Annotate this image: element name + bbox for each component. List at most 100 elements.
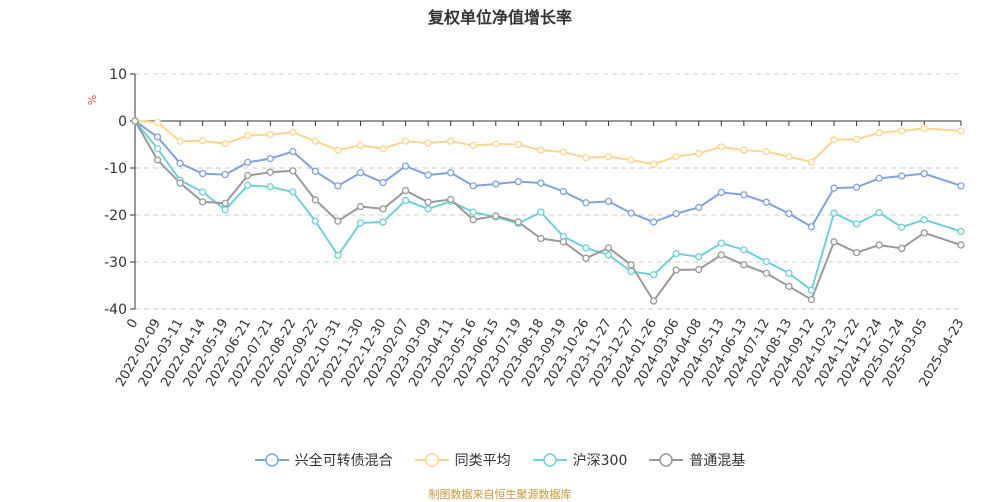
y-tick-label: -40 — [104, 302, 127, 318]
data-point — [785, 209, 793, 218]
data-point — [559, 187, 568, 196]
data-point — [244, 181, 252, 190]
data-point — [153, 133, 162, 141]
data-point — [898, 244, 906, 253]
data-point — [920, 169, 928, 178]
series-line — [134, 120, 962, 292]
data-point — [131, 117, 139, 125]
data-point — [785, 282, 793, 291]
data-point — [289, 128, 297, 136]
data-point — [356, 169, 365, 177]
y-tick-label: -20 — [104, 208, 127, 224]
data-point — [379, 178, 387, 187]
legend-item[interactable]: 普通混基 — [649, 450, 745, 470]
data-point — [447, 169, 455, 177]
data-point — [537, 208, 545, 216]
data-point — [604, 251, 613, 259]
series-line — [134, 120, 962, 303]
y-tick-label: 0 — [118, 114, 127, 130]
data-point — [717, 188, 725, 197]
data-point — [957, 127, 965, 135]
data-point — [875, 208, 883, 217]
data-point — [740, 246, 748, 254]
data-point — [537, 179, 545, 187]
legend: 兴全可转债混合 同类平均 沪深300 普通混基 — [0, 450, 1000, 470]
data-point — [627, 156, 635, 164]
y-tick-label: 10 — [109, 67, 127, 83]
data-point — [852, 183, 861, 191]
data-point — [153, 156, 162, 164]
data-point — [807, 295, 816, 304]
data-point — [582, 154, 590, 162]
data-point — [957, 182, 965, 190]
data-point — [514, 218, 522, 226]
data-point — [604, 197, 613, 206]
data-point — [401, 196, 410, 205]
data-point — [424, 139, 432, 147]
data-point — [153, 118, 162, 127]
data-point — [198, 188, 207, 196]
data-point — [875, 241, 883, 249]
data-point — [176, 159, 184, 167]
data-point — [672, 266, 680, 274]
data-point — [469, 216, 477, 224]
data-point — [650, 297, 658, 305]
data-point — [740, 261, 748, 269]
data-point — [650, 218, 658, 226]
data-point — [514, 140, 522, 149]
y-tick-label: -30 — [104, 255, 127, 271]
data-point — [198, 137, 207, 145]
data-point — [762, 257, 771, 266]
data-point — [582, 199, 590, 207]
legend-item[interactable]: 沪深300 — [532, 450, 628, 470]
data-point — [289, 188, 297, 196]
data-point — [424, 205, 432, 213]
data-point — [717, 251, 725, 259]
data-point — [830, 184, 838, 192]
data-point — [244, 158, 252, 167]
data-point — [627, 209, 635, 217]
data-point — [198, 169, 207, 178]
data-point — [447, 195, 455, 204]
data-point — [379, 145, 387, 153]
legend-marker-icon — [414, 453, 449, 467]
data-point — [852, 135, 861, 143]
data-point — [852, 220, 861, 228]
data-point — [311, 167, 320, 175]
data-point — [266, 168, 274, 176]
data-point — [627, 261, 635, 269]
data-point — [221, 170, 229, 179]
data-point — [875, 129, 883, 137]
data-point — [244, 131, 252, 140]
y-tick-label: -10 — [104, 161, 127, 177]
data-point — [198, 198, 207, 206]
data-point — [807, 158, 816, 166]
data-point — [289, 167, 297, 175]
data-point — [695, 149, 703, 158]
data-point — [492, 212, 500, 220]
data-point — [401, 186, 410, 195]
chart-title: 复权单位净值增长率 — [427, 8, 572, 27]
data-point — [311, 137, 320, 145]
legend-marker-icon — [649, 453, 684, 467]
data-point — [785, 269, 793, 277]
data-point — [830, 209, 838, 217]
data-point — [672, 209, 680, 218]
legend-item[interactable]: 兴全可转债混合 — [254, 450, 393, 470]
data-point — [424, 171, 432, 179]
data-point — [920, 229, 928, 237]
legend-marker-icon — [532, 453, 567, 467]
legend-item[interactable]: 同类平均 — [414, 450, 511, 470]
data-point — [356, 202, 365, 211]
data-point — [695, 203, 703, 212]
data-point — [221, 139, 229, 148]
data-point — [356, 141, 365, 150]
data-point — [447, 137, 455, 145]
data-point — [852, 248, 861, 257]
data-point — [957, 241, 965, 249]
data-point — [695, 253, 703, 261]
legend-label: 沪深300 — [572, 453, 628, 469]
data-point — [401, 137, 410, 145]
data-point — [582, 244, 590, 252]
data-point — [717, 239, 725, 247]
